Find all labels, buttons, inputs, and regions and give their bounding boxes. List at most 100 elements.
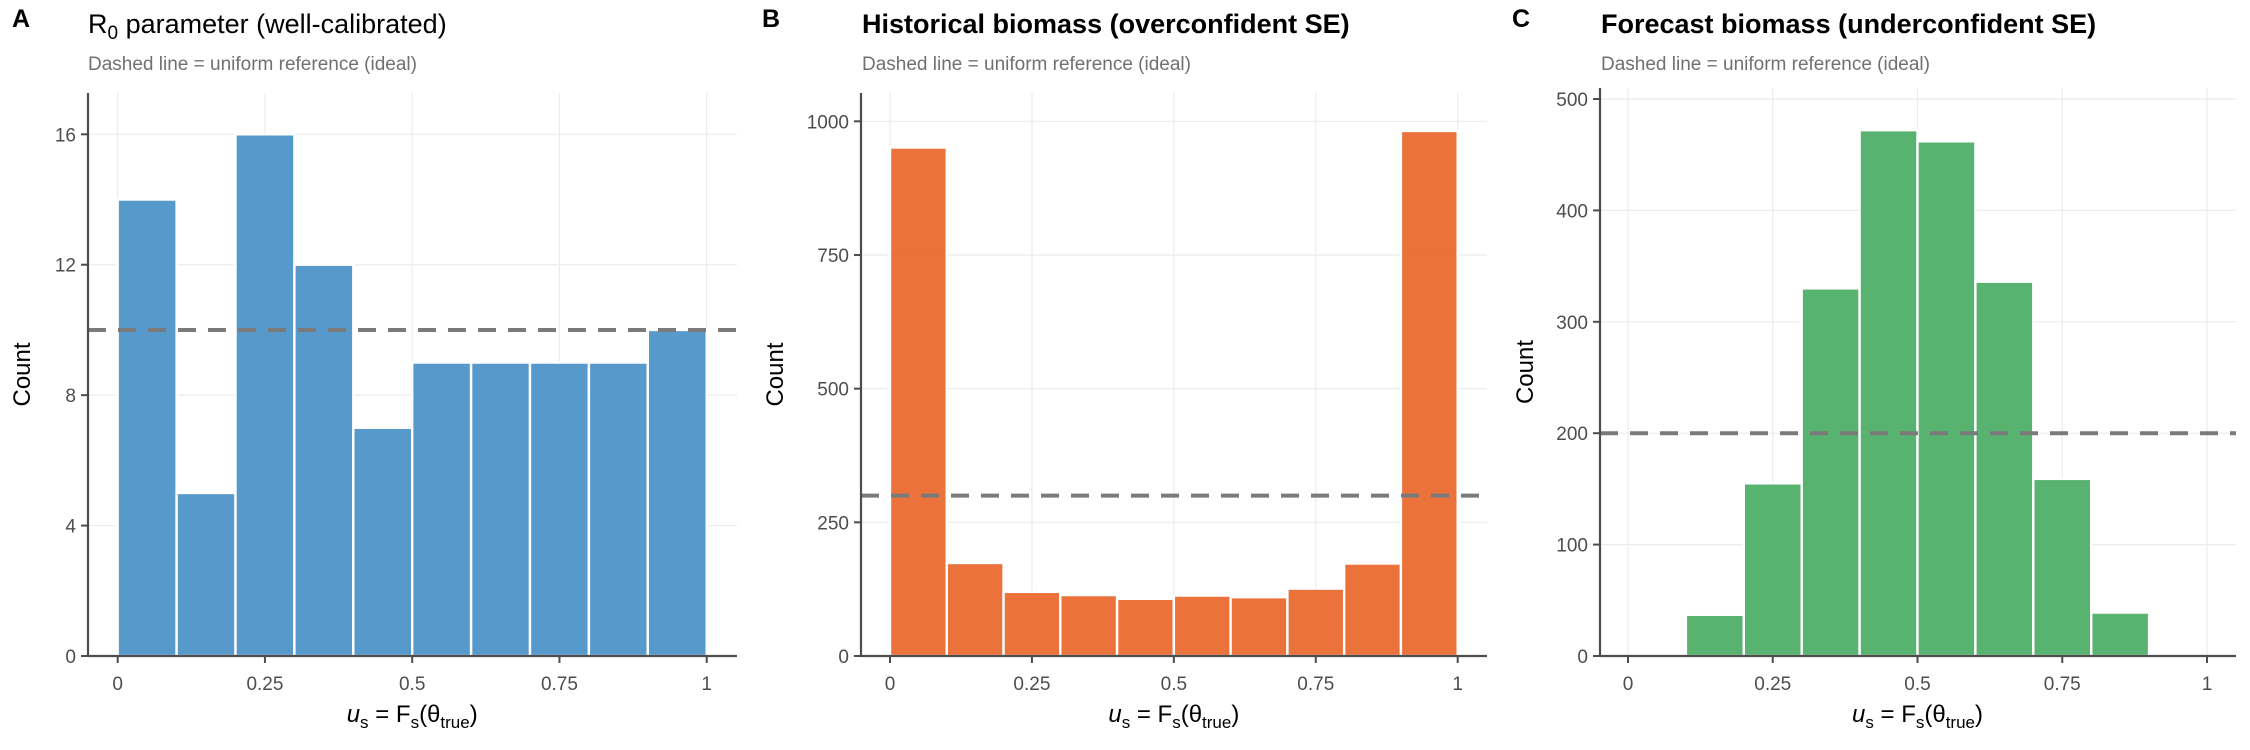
x-tick-label: 0.5 [1161, 674, 1187, 695]
x-tick-label: 1 [701, 674, 712, 695]
y-axis-title: Count [9, 342, 36, 406]
histogram-bar [352, 426, 414, 658]
panel-title: R0 parameter (well-calibrated) [88, 9, 447, 44]
x-axis-title-part: true [440, 713, 469, 732]
y-tick-label: 200 [1556, 424, 1588, 445]
x-tick-label: 0 [1623, 674, 1634, 695]
title-subscript: 0 [108, 23, 119, 44]
histogram-bar [1742, 482, 1803, 658]
y-tick-label: 300 [1556, 313, 1588, 334]
x-axis-title-part: s [1865, 713, 1874, 732]
histogram-bar [1858, 128, 1919, 658]
histogram-bar [469, 361, 532, 658]
histogram-bar [1002, 590, 1062, 658]
panel-title: Forecast biomass (underconfident SE) [1601, 9, 2096, 39]
x-axis-title-part: u [347, 701, 360, 728]
x-axis-title-part: s [360, 713, 369, 732]
panel-c: C Forecast biomass (underconfident SE) Das… [1512, 5, 2236, 732]
histogram-bar [1399, 129, 1459, 658]
x-tick-label: 1 [1452, 674, 1463, 695]
x-axis-title-part: ) [470, 701, 478, 728]
x-axis-title-part: s [1916, 713, 1925, 732]
x-tick-label: 0.75 [2044, 674, 2081, 695]
histogram-bar [1172, 594, 1232, 658]
x-axis-title-part: ) [1231, 701, 1239, 728]
histogram-bar [411, 361, 473, 658]
histogram-bar [646, 328, 708, 658]
histogram-bar [116, 198, 178, 658]
y-tick-label: 8 [65, 386, 76, 407]
histogram-bar [888, 146, 948, 658]
x-tick-label: 0 [885, 674, 896, 695]
x-axis-title-part: true [1946, 713, 1975, 732]
x-axis-title-part: true [1202, 713, 1231, 732]
title-main: Historical biomass (overconfident SE) [862, 9, 1350, 39]
x-tick-label: 1 [2202, 674, 2213, 695]
y-axis-title: Count [1512, 340, 1539, 404]
histogram-bar [2032, 477, 2093, 658]
x-axis-title-part: s [411, 713, 420, 732]
histogram-bar [1286, 587, 1346, 658]
y-tick-label: 12 [55, 256, 76, 277]
x-axis-title-part: s [1122, 713, 1131, 732]
histogram-bar [1115, 597, 1176, 658]
histogram-bar [1974, 280, 2035, 658]
histogram-bar [528, 361, 591, 658]
histogram-bar [293, 263, 355, 658]
x-tick-label: 0 [112, 674, 123, 695]
histogram-bar [1059, 593, 1119, 658]
x-axis-title-part: (θ [419, 701, 440, 728]
panel-tag: A [12, 5, 30, 33]
x-axis-title-part: = F [1874, 701, 1916, 728]
y-axis-title: Count [762, 342, 789, 406]
histogram-bar [1684, 613, 1746, 658]
x-tick-label: 0.5 [399, 674, 425, 695]
histogram-bar [1800, 287, 1861, 658]
x-tick-label: 0.25 [1754, 674, 1791, 695]
title-main: R [88, 9, 108, 39]
histogram-bar [2089, 611, 2151, 658]
y-tick-label: 500 [817, 380, 849, 401]
y-tick-label: 1000 [807, 112, 849, 133]
x-tick-label: 0.5 [1904, 674, 1930, 695]
y-tick-label: 16 [55, 125, 76, 146]
x-tick-label: 0.25 [1013, 674, 1050, 695]
panel-subtitle: Dashed line = uniform reference (ideal) [1601, 54, 1930, 75]
y-tick-label: 0 [838, 647, 849, 668]
y-tick-label: 0 [1577, 647, 1588, 668]
title-rest: parameter (well-calibrated) [118, 9, 447, 39]
x-axis-title-part: u [1852, 701, 1865, 728]
x-tick-label: 0.75 [541, 674, 578, 695]
y-tick-label: 0 [65, 647, 76, 668]
histogram-bar [234, 133, 296, 658]
panel-subtitle: Dashed line = uniform reference (ideal) [88, 54, 417, 75]
y-tick-label: 250 [817, 513, 849, 534]
histogram-bar [1916, 140, 1977, 658]
x-axis-title: us = Fs(θtrue) [1852, 701, 1983, 732]
panel-tag: C [1512, 5, 1530, 33]
title-main: Forecast biomass (underconfident SE) [1601, 9, 2096, 39]
histogram-bar [945, 561, 1005, 658]
x-axis-title-part: (θ [1181, 701, 1202, 728]
y-tick-label: 750 [817, 246, 849, 267]
histogram-bar [1229, 595, 1289, 658]
x-axis-title-part: ) [1975, 701, 1983, 728]
histogram-bar [1342, 562, 1403, 658]
y-tick-label: 400 [1556, 201, 1588, 222]
x-axis-title-part: = F [369, 701, 411, 728]
y-tick-label: 500 [1556, 90, 1588, 111]
x-tick-label: 0.75 [1297, 674, 1334, 695]
panel-subtitle: Dashed line = uniform reference (ideal) [862, 54, 1191, 75]
x-axis-title-part: = F [1130, 701, 1172, 728]
x-axis-title-part: s [1172, 713, 1181, 732]
x-axis-title: us = Fs(θtrue) [347, 701, 478, 732]
panel-b: B Historical biomass (overconfident SE) Da… [762, 5, 1487, 732]
histogram-bar [175, 491, 237, 658]
panel-title: Historical biomass (overconfident SE) [862, 9, 1350, 39]
x-axis-title-part: u [1108, 701, 1121, 728]
y-tick-label: 100 [1556, 536, 1588, 557]
x-axis-title: us = Fs(θtrue) [1108, 701, 1239, 732]
y-tick-label: 4 [65, 517, 76, 538]
panel-a: A R0 parameter (well-calibrated)Dashed li… [9, 5, 737, 732]
